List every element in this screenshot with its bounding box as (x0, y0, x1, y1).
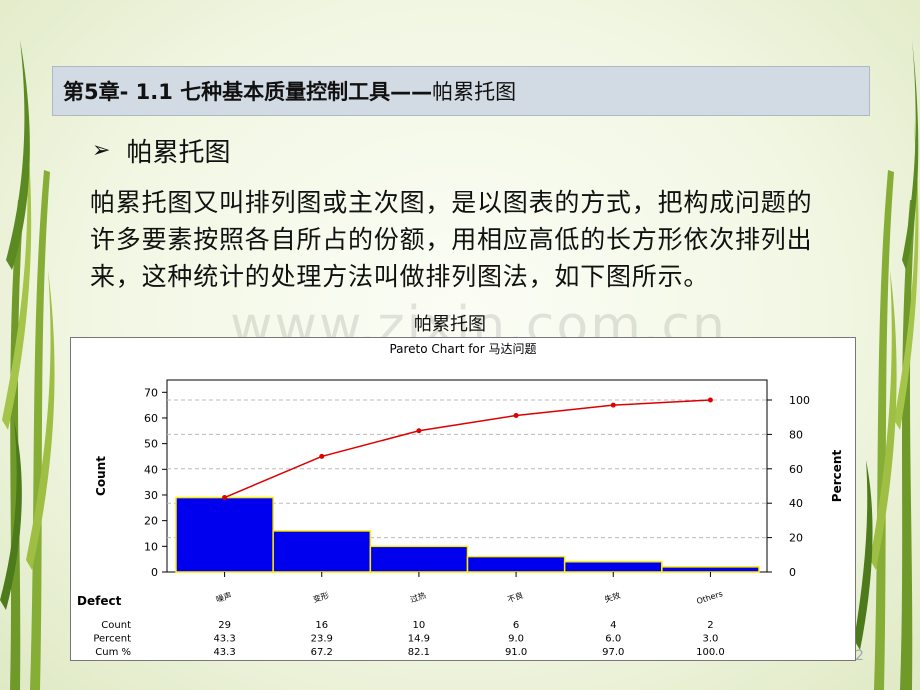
bar (661, 566, 760, 573)
table-cell: 91.0 (505, 647, 527, 658)
chart-caption: 帕累托图 (414, 314, 486, 335)
bar (272, 530, 372, 573)
cumulative-point (513, 412, 519, 418)
table-header: Defect (77, 594, 122, 608)
table-cell: 4 (610, 620, 616, 631)
table-row-label: Percent (93, 634, 131, 645)
slide-title-bar: 第5章- 1.1 七种基本质量控制工具—— 帕累托图 (52, 66, 870, 116)
y-tick-label: 20 (144, 515, 158, 528)
table-cell: 29 (218, 620, 231, 631)
cumulative-point (707, 397, 713, 403)
y2-tick-label: 60 (789, 463, 803, 476)
y2-tick-label: 40 (789, 497, 803, 510)
bullet-arrow-icon: ➢ (92, 137, 111, 163)
table-cell: 67.2 (311, 647, 333, 658)
table-cell: 43.3 (213, 634, 235, 645)
table-cell: 16 (315, 620, 328, 631)
bullet-heading: ➢ 帕累托图 (92, 130, 230, 170)
y-tick-label: 10 (144, 540, 158, 553)
table-cell: 3.0 (702, 634, 718, 645)
y2-tick-label: 100 (789, 394, 810, 407)
bar (466, 555, 566, 573)
bullet-heading-text: 帕累托图 (126, 137, 231, 168)
table-cell: 6 (513, 620, 519, 631)
table-cell: 14.9 (408, 634, 430, 645)
y-tick-label: 60 (144, 412, 158, 425)
y-tick-label: 0 (151, 566, 158, 579)
table-cell: 6.0 (605, 634, 621, 645)
table-cell: 23.9 (311, 634, 333, 645)
bar (175, 496, 274, 573)
y2-axis-label: Percent (830, 450, 844, 503)
body-paragraph: 帕累托图又叫排列图或主次图，是以图表的方式，把构成问题的许多要素按照各自所占的份… (90, 188, 813, 291)
table-cell: 97.0 (602, 647, 624, 658)
bar (563, 560, 663, 573)
table-cell: 82.1 (408, 647, 430, 658)
chart-title: Pareto Chart for 马达问题 (389, 342, 536, 356)
y2-tick-label: 80 (789, 428, 803, 441)
x-tick-label: 失效 (603, 590, 621, 604)
cumulative-point (416, 428, 422, 434)
y-tick-label: 30 (144, 489, 158, 502)
x-tick-label: Others (695, 589, 723, 606)
table-cell: 2 (707, 620, 713, 631)
bamboo-decoration-right (854, 40, 919, 690)
table-row-label: Cum % (95, 647, 131, 658)
cumulative-line (224, 399, 711, 499)
cumulative-point (610, 402, 616, 408)
y-tick-label: 40 (144, 463, 158, 476)
y-tick-label: 70 (144, 386, 158, 399)
cumulative-point (319, 453, 325, 459)
bar (369, 545, 469, 573)
y2-tick-label: 0 (789, 566, 796, 579)
x-tick-label: 噪声 (215, 590, 233, 604)
table-row-label: Count (101, 620, 131, 631)
slide-title-main: 第5章- 1.1 七种基本质量控制工具—— (63, 80, 433, 104)
pareto-chart-panel: Pareto Chart for 马达问题 0 10 20 30 40 50 60 70 Cou… (70, 337, 856, 661)
x-tick-label: 过热 (409, 590, 427, 604)
x-tick-label: 变形 (312, 590, 330, 604)
slide-title-sub: 帕累托图 (432, 80, 517, 104)
y-tick-label: 50 (144, 438, 158, 451)
table-cell: 10 (413, 620, 426, 631)
y2-tick-label: 20 (789, 532, 803, 545)
bamboo-decoration-left (0, 40, 55, 690)
cumulative-point (222, 495, 228, 501)
page-number: 2 (855, 648, 864, 664)
pareto-chart: Pareto Chart for 马达问题 010203040506070Cou… (77, 342, 844, 658)
x-tick-label: 不良 (506, 590, 524, 604)
table-cell: 9.0 (508, 634, 524, 645)
table-cell: 43.3 (213, 647, 235, 658)
y-axis-label: Count (94, 456, 108, 496)
table-cell: 100.0 (696, 647, 725, 658)
